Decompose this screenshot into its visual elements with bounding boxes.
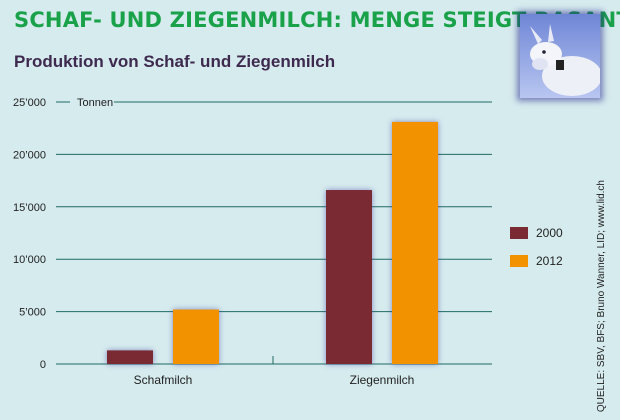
y-tick-label: 20’000 <box>13 149 46 161</box>
bar-ziegenmilch-2000 <box>326 190 372 364</box>
legend-swatch-2000 <box>510 227 528 239</box>
y-tick-label: 5’000 <box>19 307 46 319</box>
bar-schafmilch-2012 <box>173 309 219 364</box>
goat-photo-icon <box>520 14 600 98</box>
headline: SCHAF- UND ZIEGENMILCH: MENGE STEIGT RAS… <box>14 8 620 32</box>
y-tick-label: 25’000 <box>13 97 46 109</box>
x-category-label: Schafmilch <box>134 373 193 387</box>
legend-item-2012: 2012 <box>510 254 563 268</box>
legend-label-2000: 2000 <box>536 226 563 240</box>
legend-label-2012: 2012 <box>536 254 563 268</box>
chart-title: Produktion von Schaf- und Ziegenmilch <box>14 52 336 71</box>
legend-swatch-2012 <box>510 255 528 267</box>
bar-ziegenmilch-2012 <box>392 121 438 364</box>
legend-item-2000: 2000 <box>510 226 563 240</box>
y-tick-label: 15’000 <box>13 202 46 214</box>
y-axis-unit-label: Tonnen <box>77 97 113 109</box>
y-tick-label: 0 <box>40 359 46 371</box>
y-tick-label: 10’000 <box>13 254 46 266</box>
x-category-label: Ziegenmilch <box>350 373 415 387</box>
source-note: QUELLE: SBV, BFS; Bruno Wanner, LID; www… <box>596 180 607 413</box>
bar-schafmilch-2000 <box>107 350 153 364</box>
